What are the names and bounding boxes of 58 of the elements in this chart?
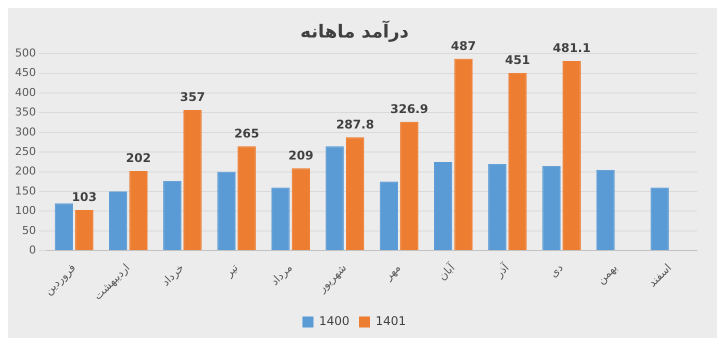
bar bbox=[326, 146, 344, 250]
bar bbox=[400, 122, 418, 250]
data-label: 287.8 bbox=[336, 117, 374, 132]
data-label: 265 bbox=[234, 126, 260, 140]
x-tick-label: مرداد bbox=[268, 261, 295, 288]
y-tick-label: 150 bbox=[14, 184, 36, 198]
data-label: 202 bbox=[126, 151, 151, 166]
y-tick-label: 450 bbox=[14, 66, 36, 80]
bar bbox=[238, 146, 256, 250]
x-tick-label: بهمن bbox=[594, 261, 620, 287]
bar bbox=[75, 210, 94, 250]
bar bbox=[380, 182, 398, 250]
data-label: 357 bbox=[180, 90, 206, 104]
y-tick-label: 50 bbox=[22, 224, 36, 237]
data-label: 326.9 bbox=[390, 102, 428, 116]
x-tick-label: خرداد bbox=[159, 261, 187, 289]
x-tick-label: فروردین bbox=[42, 261, 78, 298]
bar bbox=[434, 162, 452, 250]
x-tick-label: مهر bbox=[381, 261, 404, 284]
x-tick-label: شهریور bbox=[314, 261, 350, 296]
data-label: 103 bbox=[72, 190, 97, 204]
bar bbox=[163, 180, 182, 250]
bar bbox=[108, 192, 128, 250]
y-tick-label: 400 bbox=[14, 86, 36, 99]
y-tick-label: 250 bbox=[14, 144, 36, 158]
x-tick-label: اسفند bbox=[646, 261, 674, 290]
legend-label: 1400 bbox=[318, 314, 350, 328]
bar bbox=[129, 171, 148, 250]
bar bbox=[271, 188, 290, 250]
bar bbox=[542, 166, 561, 250]
data-label: 451 bbox=[505, 53, 530, 68]
bar bbox=[54, 203, 74, 250]
data-label: 487 bbox=[450, 38, 476, 53]
y-tick-label: 300 bbox=[14, 125, 36, 138]
y-tick-label: 500 bbox=[14, 46, 36, 60]
x-tick-label: اردیبهشت bbox=[91, 261, 132, 302]
x-tick-label: دی bbox=[546, 261, 566, 280]
y-tick-label: 0 bbox=[28, 243, 36, 256]
bar bbox=[454, 58, 473, 250]
bar bbox=[488, 164, 506, 250]
bar bbox=[183, 110, 202, 250]
x-tick-label: آبان bbox=[435, 260, 458, 283]
y-tick-label: 100 bbox=[14, 204, 36, 218]
x-tick-label: تیر bbox=[222, 261, 241, 280]
bar bbox=[346, 137, 364, 250]
x-tick-label: آذر bbox=[492, 260, 512, 281]
y-tick-label: 200 bbox=[14, 164, 36, 178]
y-tick-label: 350 bbox=[14, 106, 36, 119]
bar bbox=[596, 170, 615, 250]
bar bbox=[508, 72, 527, 250]
bar bbox=[650, 188, 669, 250]
bar bbox=[217, 172, 236, 250]
legend-label: 1401 bbox=[376, 314, 406, 328]
data-label: 481.1 bbox=[552, 41, 591, 56]
chart-title: درآمد ماهانه bbox=[300, 19, 409, 42]
bar bbox=[562, 61, 581, 250]
data-label: 209 bbox=[288, 148, 314, 162]
bar bbox=[292, 168, 310, 250]
